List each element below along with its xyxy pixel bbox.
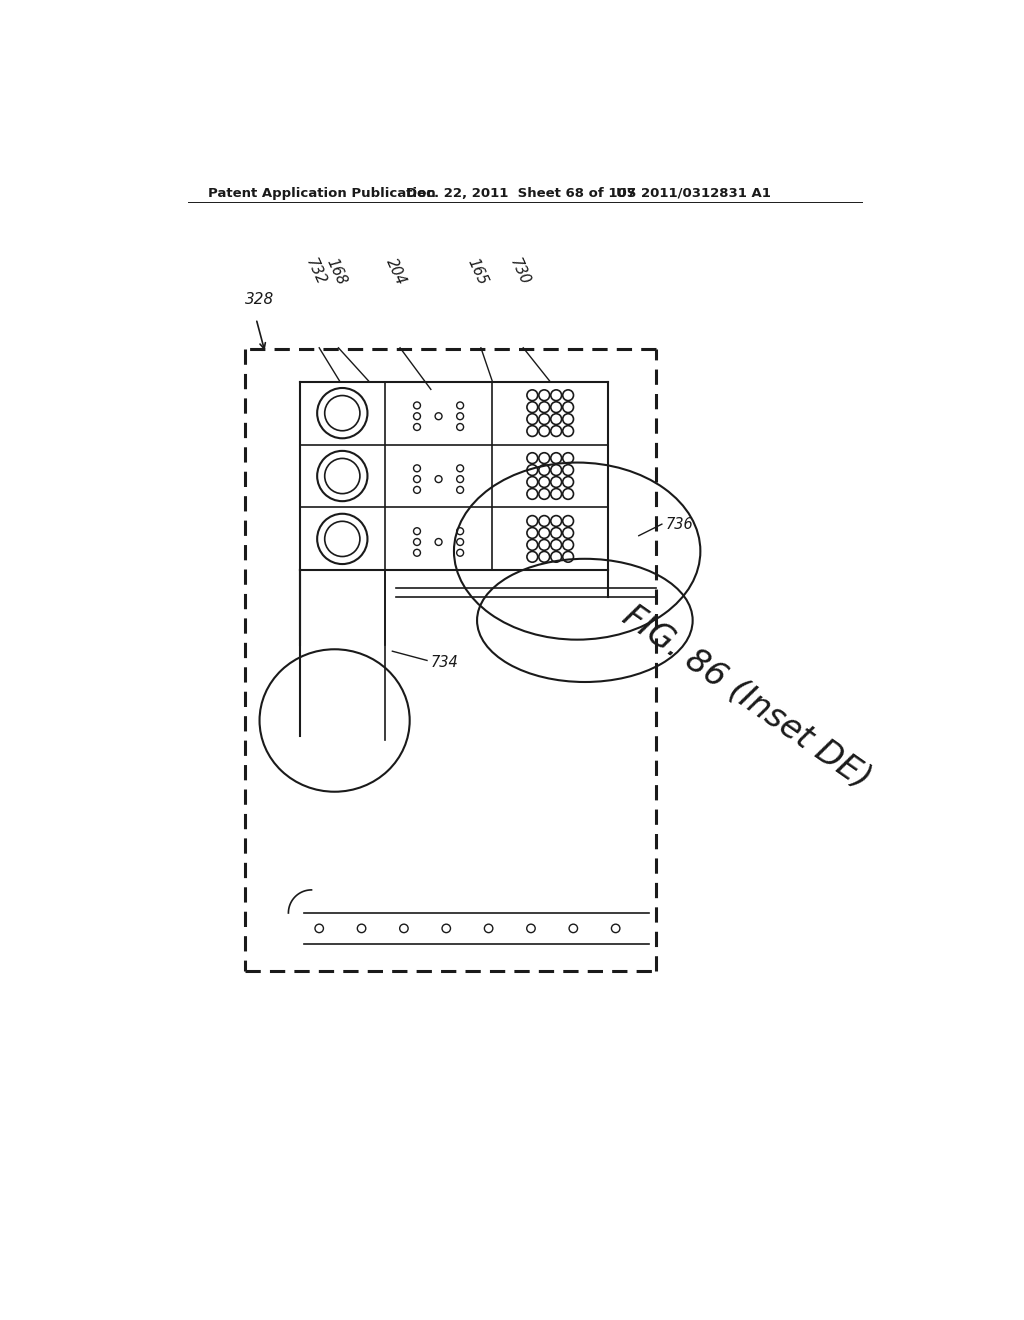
- Text: 204: 204: [384, 256, 409, 288]
- Text: FIG. 86 (Inset DE): FIG. 86 (Inset DE): [616, 599, 877, 796]
- Text: Patent Application Publication: Patent Application Publication: [208, 187, 435, 199]
- Text: 730: 730: [507, 256, 532, 288]
- Text: 165: 165: [465, 256, 489, 288]
- Text: 732: 732: [303, 256, 328, 288]
- Text: 734: 734: [431, 655, 459, 671]
- Text: 328: 328: [245, 292, 273, 308]
- Text: US 2011/0312831 A1: US 2011/0312831 A1: [615, 187, 770, 199]
- Text: Dec. 22, 2011  Sheet 68 of 107: Dec. 22, 2011 Sheet 68 of 107: [407, 187, 636, 199]
- Text: 736: 736: [666, 516, 693, 532]
- Text: 168: 168: [324, 256, 349, 288]
